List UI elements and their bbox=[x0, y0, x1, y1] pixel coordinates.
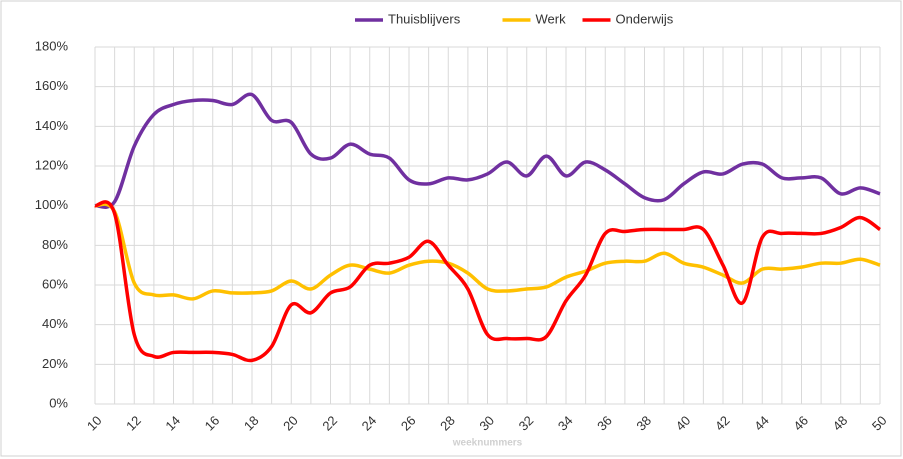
line-series bbox=[94, 92, 881, 209]
legend-label: Thuisblijvers bbox=[388, 11, 461, 26]
x-axis-title: weeknummers bbox=[452, 438, 523, 449]
y-tick-label: 40% bbox=[42, 316, 68, 331]
y-tick-label: 120% bbox=[35, 157, 69, 172]
y-tick-label: 180% bbox=[35, 38, 69, 53]
y-tick-label: 80% bbox=[42, 237, 68, 252]
line-series bbox=[94, 202, 881, 301]
y-tick-label: 0% bbox=[49, 395, 68, 410]
y-tick-label: 100% bbox=[35, 197, 69, 212]
line-series bbox=[94, 200, 881, 363]
y-tick-label: 160% bbox=[35, 78, 69, 93]
legend-label: Onderwijs bbox=[616, 11, 674, 26]
y-tick-label: 20% bbox=[42, 356, 68, 371]
y-tick-label: 140% bbox=[35, 118, 69, 133]
y-tick-label: 60% bbox=[42, 276, 68, 291]
legend-label: Werk bbox=[536, 11, 567, 26]
